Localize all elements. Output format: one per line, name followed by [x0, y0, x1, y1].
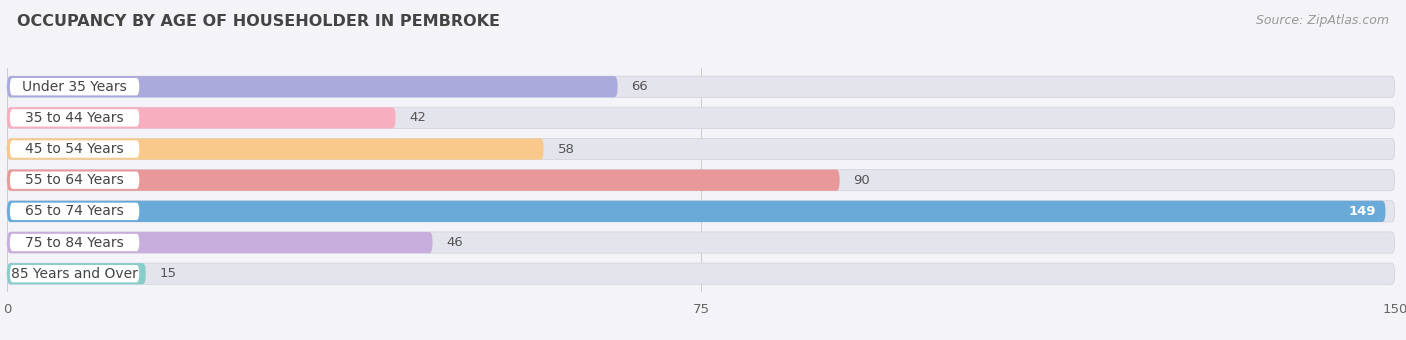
FancyBboxPatch shape: [10, 203, 139, 220]
FancyBboxPatch shape: [10, 78, 139, 96]
FancyBboxPatch shape: [7, 107, 395, 129]
Text: 45 to 54 Years: 45 to 54 Years: [25, 142, 124, 156]
FancyBboxPatch shape: [7, 201, 1395, 222]
FancyBboxPatch shape: [7, 138, 544, 160]
FancyBboxPatch shape: [10, 234, 139, 251]
FancyBboxPatch shape: [10, 171, 139, 189]
Text: 46: 46: [447, 236, 463, 249]
Text: 35 to 44 Years: 35 to 44 Years: [25, 111, 124, 125]
FancyBboxPatch shape: [10, 140, 139, 158]
FancyBboxPatch shape: [7, 263, 1395, 284]
Text: 55 to 64 Years: 55 to 64 Years: [25, 173, 124, 187]
Text: 149: 149: [1348, 205, 1376, 218]
FancyBboxPatch shape: [7, 76, 617, 97]
FancyBboxPatch shape: [7, 232, 433, 253]
Text: 15: 15: [160, 267, 177, 280]
Text: Source: ZipAtlas.com: Source: ZipAtlas.com: [1256, 14, 1389, 27]
FancyBboxPatch shape: [7, 170, 1395, 191]
FancyBboxPatch shape: [7, 201, 1385, 222]
FancyBboxPatch shape: [7, 138, 1395, 160]
Text: 90: 90: [853, 174, 870, 187]
FancyBboxPatch shape: [10, 265, 139, 283]
Text: 85 Years and Over: 85 Years and Over: [11, 267, 138, 281]
FancyBboxPatch shape: [7, 76, 1395, 97]
Text: 58: 58: [558, 142, 575, 155]
FancyBboxPatch shape: [7, 263, 146, 284]
Text: 42: 42: [409, 112, 426, 124]
FancyBboxPatch shape: [10, 109, 139, 126]
Text: OCCUPANCY BY AGE OF HOUSEHOLDER IN PEMBROKE: OCCUPANCY BY AGE OF HOUSEHOLDER IN PEMBR…: [17, 14, 501, 29]
FancyBboxPatch shape: [7, 107, 1395, 129]
Text: 66: 66: [631, 80, 648, 93]
FancyBboxPatch shape: [7, 232, 1395, 253]
Text: Under 35 Years: Under 35 Years: [22, 80, 127, 94]
FancyBboxPatch shape: [7, 170, 839, 191]
Text: 65 to 74 Years: 65 to 74 Years: [25, 204, 124, 218]
Text: 75 to 84 Years: 75 to 84 Years: [25, 236, 124, 250]
